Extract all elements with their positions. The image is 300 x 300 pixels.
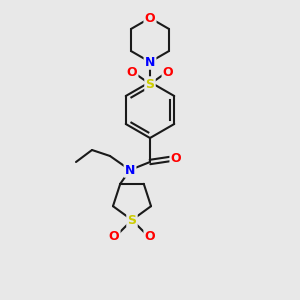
Text: O: O bbox=[145, 230, 155, 242]
Text: N: N bbox=[145, 56, 155, 68]
Text: O: O bbox=[127, 66, 137, 79]
Text: O: O bbox=[163, 66, 173, 79]
Text: S: S bbox=[128, 214, 136, 226]
Text: O: O bbox=[171, 152, 181, 166]
Text: O: O bbox=[145, 11, 155, 25]
Text: N: N bbox=[125, 164, 135, 176]
Text: O: O bbox=[109, 230, 119, 242]
Text: S: S bbox=[146, 77, 154, 91]
